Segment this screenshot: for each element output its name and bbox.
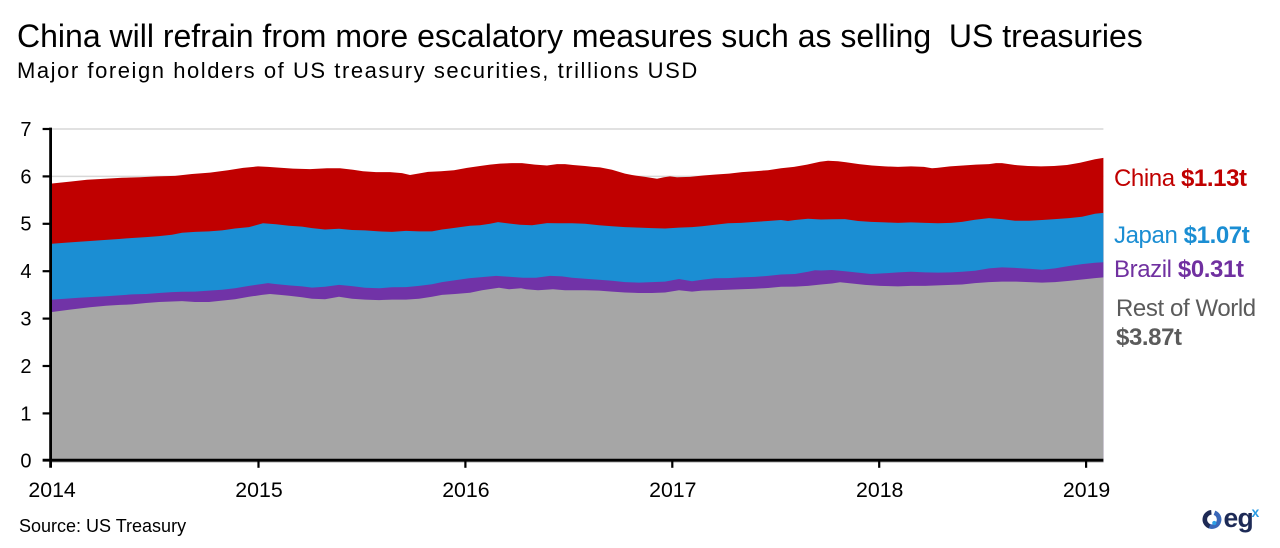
- svg-text:eg: eg: [1224, 503, 1253, 533]
- svg-text:2016: 2016: [442, 478, 489, 502]
- svg-text:4: 4: [20, 261, 31, 283]
- svg-text:2: 2: [20, 356, 31, 378]
- svg-text:x: x: [1252, 504, 1260, 520]
- svg-text:5: 5: [20, 214, 31, 236]
- svg-text:2019: 2019: [1063, 478, 1110, 502]
- svg-text:3: 3: [20, 309, 31, 331]
- svg-text:1: 1: [20, 403, 31, 425]
- svg-text:6: 6: [20, 166, 31, 188]
- svg-text:7: 7: [20, 119, 31, 141]
- svg-text:2017: 2017: [649, 478, 696, 502]
- svg-text:2015: 2015: [235, 478, 282, 502]
- svg-text:2018: 2018: [856, 478, 903, 502]
- svg-text:0: 0: [20, 451, 31, 473]
- svg-text:2014: 2014: [28, 478, 76, 502]
